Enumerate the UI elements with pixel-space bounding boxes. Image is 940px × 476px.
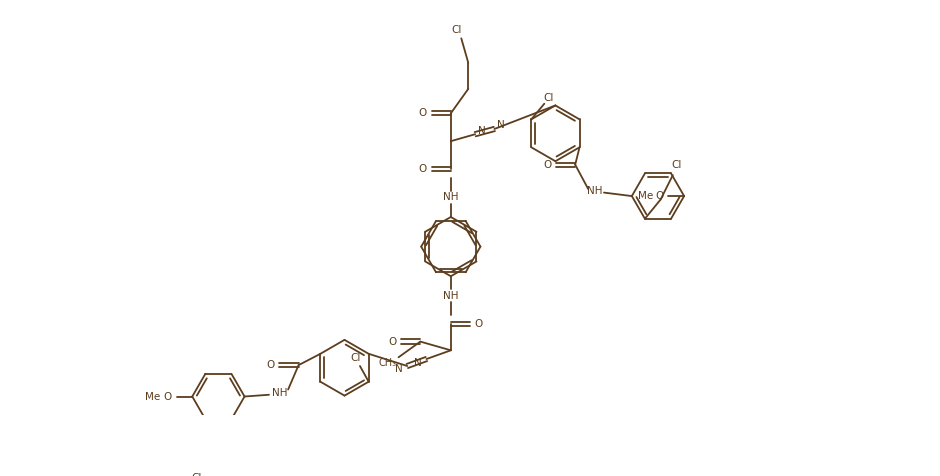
Text: O: O [164, 391, 172, 401]
Text: Me: Me [145, 391, 160, 401]
Text: CH₃: CH₃ [378, 358, 397, 368]
Text: N: N [414, 357, 421, 367]
Text: O: O [267, 360, 274, 370]
Text: NH: NH [443, 291, 459, 301]
Text: O: O [475, 319, 483, 329]
Text: Cl: Cl [351, 353, 361, 363]
Text: O: O [388, 337, 397, 347]
Text: Cl: Cl [543, 93, 554, 103]
Text: N: N [395, 365, 402, 375]
Text: NH: NH [588, 186, 603, 196]
Text: Cl: Cl [192, 474, 202, 476]
Text: NH: NH [443, 192, 459, 202]
Text: Cl: Cl [671, 159, 682, 169]
Text: N: N [497, 120, 505, 130]
Text: O: O [419, 108, 427, 119]
Text: Cl: Cl [452, 25, 462, 35]
Text: O: O [543, 160, 552, 170]
Text: O: O [655, 191, 664, 201]
Text: Me: Me [638, 191, 653, 201]
Text: N: N [478, 126, 486, 136]
Text: NH: NH [272, 388, 287, 398]
Text: O: O [419, 164, 427, 174]
